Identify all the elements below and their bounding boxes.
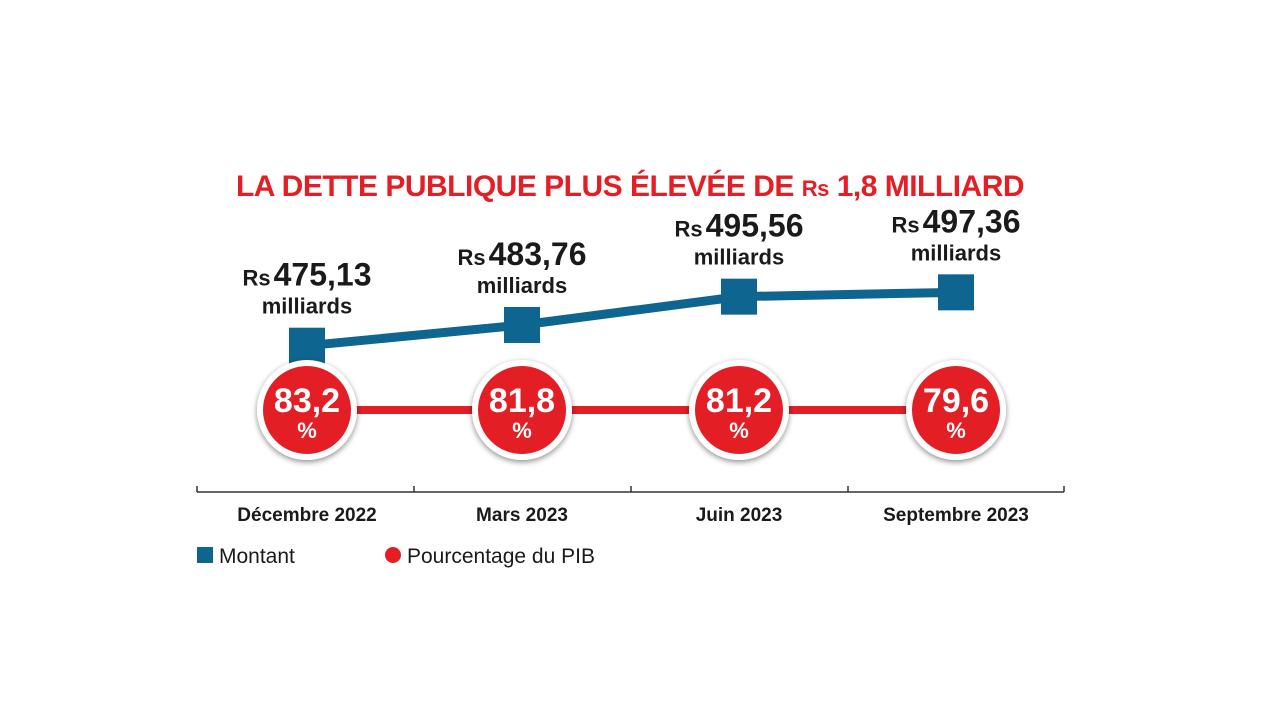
montant-label-3: Rs495,56 xyxy=(675,208,804,244)
pib-point-fill-3 xyxy=(695,366,783,454)
montant-point-1 xyxy=(289,327,325,364)
pib-unit-4: % xyxy=(946,418,966,443)
pib-unit-1: % xyxy=(297,418,317,443)
pib-point-1: 83,2% xyxy=(257,360,357,460)
legend-montant-label: Montant xyxy=(219,545,295,568)
montant-series-line xyxy=(306,287,957,351)
montant-unit-4: milliards xyxy=(911,240,1001,265)
montant-point-4 xyxy=(938,274,974,311)
pib-point-3: 81,2% xyxy=(689,360,789,460)
pib-label-3: 81,2 xyxy=(706,382,772,420)
x-tick-label-3: Juin 2023 xyxy=(696,505,783,526)
pib-label-2: 81,8 xyxy=(489,382,555,420)
pib-point-4: 79,6% xyxy=(906,360,1006,460)
montant-point-2 xyxy=(504,306,540,343)
x-tick-label-4: Septembre 2023 xyxy=(883,505,1029,526)
x-tick-label-2: Mars 2023 xyxy=(476,505,568,526)
pib-point-fill-2 xyxy=(478,366,566,454)
legend-pib-label: Pourcentage du PIB xyxy=(407,545,595,568)
chart-title: LA DETTE PUBLIQUE PLUS ÉLEVÉE DE Rs 1,8 … xyxy=(236,169,1024,203)
pib-unit-2: % xyxy=(512,418,532,443)
pib-point-fill-4 xyxy=(912,366,1000,454)
montant-point-3 xyxy=(721,278,757,315)
pib-point-fill-1 xyxy=(263,366,351,454)
x-tick-label-1: Décembre 2022 xyxy=(237,505,376,526)
pib-label-1: 83,2 xyxy=(274,382,340,420)
pib-unit-3: % xyxy=(729,418,749,443)
montant-label-2: Rs483,76 xyxy=(458,236,587,272)
legend-montant-marker xyxy=(197,547,213,563)
pib-label-4: 79,6 xyxy=(923,382,989,420)
montant-label-1: Rs475,13 xyxy=(243,257,372,293)
legend-pib-marker xyxy=(385,547,401,563)
montant-unit-1: milliards xyxy=(262,294,352,319)
montant-label-4: Rs497,36 xyxy=(892,203,1021,239)
montant-unit-2: milliards xyxy=(477,273,567,298)
montant-unit-3: milliards xyxy=(694,245,784,270)
pib-point-2: 81,8% xyxy=(472,360,572,460)
